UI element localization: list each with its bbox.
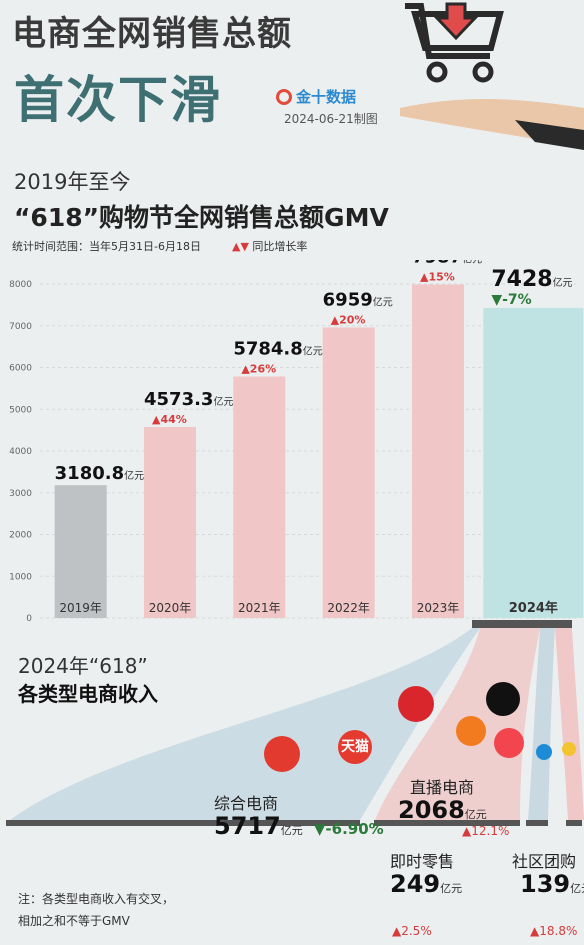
y-tick-label: 7000	[9, 322, 32, 332]
y-tick-label: 3000	[9, 489, 32, 499]
instant-value-group: 249亿元	[390, 870, 462, 898]
livestream-value-group: 2068亿元	[398, 796, 487, 824]
brand-icon	[276, 89, 292, 105]
community-value-group: 139亿元	[520, 870, 584, 898]
legend-text: 同比增长率	[252, 240, 308, 253]
bar	[412, 284, 464, 618]
bar	[483, 307, 584, 618]
community-change: ▲18.8%	[530, 924, 578, 938]
community-value: 139	[520, 870, 571, 898]
comprehensive-value: 5717	[214, 812, 281, 840]
tmall-logo-icon: 天猫	[338, 730, 372, 764]
bar	[144, 427, 196, 618]
range-note: 统计时间范围：当年5月31日-6月18日	[12, 240, 201, 253]
pinduoduo-logo-icon	[398, 686, 434, 722]
bar	[322, 327, 375, 618]
category-label: 2020年	[149, 601, 192, 615]
video-logo-icon	[494, 728, 524, 758]
base-community	[566, 820, 582, 826]
kuaishou-logo-icon	[456, 716, 486, 746]
chart-subtitle: “618”购物节全网销售总额GMV	[14, 203, 389, 232]
meituan-logo-icon	[562, 742, 576, 756]
comprehensive-unit: 亿元	[280, 824, 303, 837]
gmv-bar-chart: 0 1000 2000 3000 4000 5000 6000 7000 8000 2019年 3…	[9, 260, 584, 624]
breakdown-title-line1: 2024年“618”	[18, 654, 148, 678]
value-label: 7428亿元	[491, 267, 572, 292]
value-label: 6959亿元	[323, 289, 393, 310]
brand-logo: 金十数据	[276, 86, 356, 107]
douyin-logo-icon	[486, 682, 520, 716]
growth-legend: ▲▼ 同比增长率	[232, 238, 307, 254]
footnote: 注：各类型电商收入有交叉， 相加之和不等于GMV	[18, 888, 174, 932]
instant-label: 即时零售	[390, 852, 455, 871]
y-tick-label: 4000	[9, 447, 32, 457]
bar	[54, 485, 107, 618]
instant-change: ▲2.5%	[392, 924, 432, 938]
bar-labels: 2019年 3180.8亿元 2020年 4573.3亿元 ▲44% 2021年 5784.…	[55, 260, 573, 616]
livestream-change: ▲12.1%	[462, 824, 510, 838]
instant-unit: 亿元	[440, 882, 463, 895]
unit-label: 亿元	[213, 395, 233, 408]
unit-label: 亿元	[303, 344, 323, 357]
breakdown-title-line2: 各类型电商收入	[18, 682, 158, 706]
unit-label: 亿元	[373, 295, 393, 308]
title-line1: 电商全网销售总额	[12, 14, 292, 54]
growth-label: ▼-7%	[491, 292, 531, 308]
y-tick-label: 1000	[9, 572, 32, 582]
unit-label: 亿元	[553, 276, 573, 289]
title-line2: 首次下滑	[14, 71, 222, 129]
livestream-value: 2068	[398, 796, 465, 824]
livestream-label: 直播电商	[410, 778, 475, 797]
growth-label: ▲20%	[331, 313, 366, 326]
flow-source-bar	[472, 620, 572, 628]
category-label: 2023年	[417, 601, 460, 615]
instant-value: 249	[390, 870, 441, 898]
brand-name: 金十数据	[296, 88, 357, 106]
category-label: 2019年	[59, 601, 102, 615]
unit-label: 亿元	[462, 260, 482, 266]
cart-icon	[405, 2, 504, 83]
chart-since: 2019年至今	[14, 170, 131, 194]
value-label: 3180.8亿元	[55, 463, 144, 484]
category-label: 2021年	[238, 601, 281, 615]
flow-community	[555, 628, 584, 820]
category-label: 2022年	[327, 601, 370, 615]
comprehensive-value-group: 5717亿元 ▼-6.90%	[214, 812, 384, 840]
eleme-logo-icon	[536, 744, 552, 760]
footnote-line1: 注：各类型电商收入有交叉，	[18, 892, 175, 906]
flow-comprehensive	[10, 628, 480, 820]
y-tick-label: 2000	[9, 531, 32, 541]
bars	[54, 284, 584, 618]
value-label: 5784.8亿元	[233, 338, 322, 359]
y-tick-label: 5000	[9, 405, 32, 415]
comprehensive-change: ▼-6.90%	[313, 820, 384, 838]
value-label: 4573.3亿元	[144, 389, 233, 410]
y-tick-label: 8000	[9, 280, 32, 290]
category-label: 2024年	[509, 600, 558, 616]
livestream-unit: 亿元	[464, 808, 487, 821]
growth-label: ▲26%	[241, 362, 276, 375]
community-label: 社区团购	[512, 852, 577, 871]
bar	[233, 376, 286, 618]
hand-icon	[400, 99, 584, 150]
flow-instant	[528, 628, 555, 820]
y-tick-label: 0	[26, 614, 32, 624]
base-comprehensive	[6, 820, 360, 826]
value-label: 7987亿元	[412, 260, 482, 268]
y-axis-ticks: 0 1000 2000 3000 4000 5000 6000 7000 8000	[9, 280, 32, 624]
hand-cart-illustration	[400, 2, 584, 150]
jd-logo-icon	[264, 736, 300, 772]
base-livestream	[374, 820, 520, 826]
comprehensive-label: 综合电商	[214, 794, 279, 813]
made-date: 2024-06-21制图	[284, 112, 378, 126]
footnote-line2: 相加之和不等于GMV	[18, 914, 130, 928]
community-unit: 亿元	[570, 882, 584, 895]
unit-label: 亿元	[124, 469, 144, 482]
growth-label: ▲15%	[420, 271, 455, 284]
y-tick-label: 6000	[9, 364, 32, 374]
growth-label: ▲44%	[152, 413, 187, 426]
base-instant	[526, 820, 548, 826]
legend-marks: ▲▼	[232, 240, 249, 253]
